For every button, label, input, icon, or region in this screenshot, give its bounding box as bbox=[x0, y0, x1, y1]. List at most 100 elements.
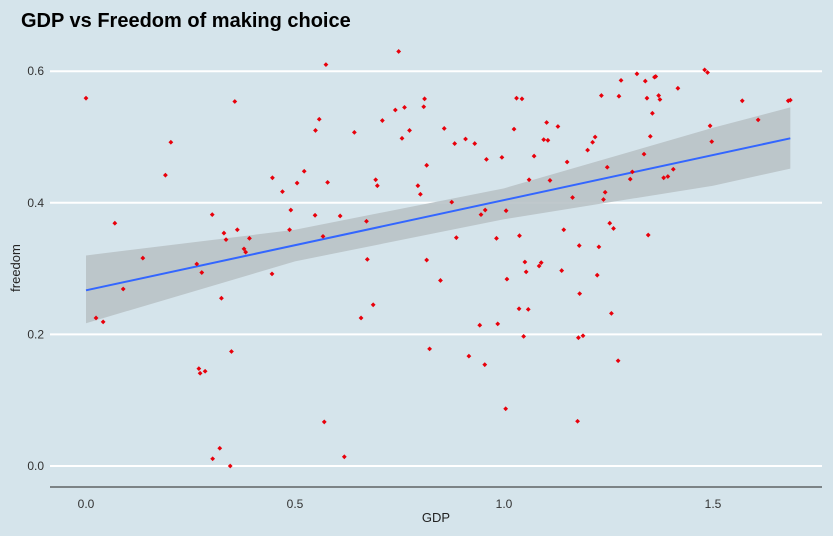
data-point bbox=[288, 207, 294, 213]
data-point bbox=[504, 276, 510, 282]
data-point bbox=[93, 315, 99, 321]
data-point bbox=[555, 124, 561, 129]
data-point bbox=[503, 406, 509, 412]
data-point bbox=[421, 104, 427, 110]
data-point bbox=[232, 99, 238, 104]
data-point bbox=[270, 175, 275, 181]
x-axis-label: GDP bbox=[422, 510, 450, 525]
data-point bbox=[472, 141, 478, 146]
data-point bbox=[313, 128, 318, 133]
data-point bbox=[269, 271, 275, 277]
data-point bbox=[482, 362, 488, 368]
data-point bbox=[316, 116, 322, 122]
data-point bbox=[364, 256, 370, 262]
data-point bbox=[341, 454, 347, 460]
data-point bbox=[243, 249, 249, 255]
chart-title: GDP vs Freedom of making choice bbox=[21, 10, 351, 32]
data-point bbox=[525, 306, 531, 312]
data-point bbox=[702, 67, 708, 73]
data-point bbox=[402, 104, 407, 110]
data-point bbox=[644, 95, 650, 101]
data-point bbox=[521, 333, 527, 339]
data-point bbox=[592, 134, 598, 140]
data-point bbox=[516, 306, 522, 312]
data-point bbox=[522, 259, 528, 265]
data-point bbox=[221, 230, 227, 236]
data-point bbox=[594, 272, 600, 278]
x-tick-labels: 0.0 0.5 1.0 1.5 bbox=[78, 497, 722, 511]
data-point bbox=[526, 177, 532, 183]
data-point bbox=[100, 319, 106, 325]
data-point bbox=[604, 164, 610, 170]
data-point bbox=[629, 169, 635, 175]
data-point bbox=[517, 233, 522, 239]
data-point bbox=[602, 189, 608, 195]
data-point bbox=[168, 139, 174, 145]
data-point bbox=[482, 207, 488, 213]
data-point bbox=[280, 189, 285, 195]
data-point bbox=[325, 180, 331, 185]
data-point bbox=[649, 110, 655, 116]
data-point bbox=[705, 70, 710, 75]
data-point bbox=[399, 135, 405, 141]
data-point bbox=[615, 358, 621, 364]
data-point bbox=[466, 353, 472, 359]
data-point bbox=[83, 95, 89, 101]
data-point bbox=[601, 197, 606, 202]
data-point bbox=[627, 176, 633, 182]
data-point bbox=[541, 137, 547, 143]
data-point bbox=[547, 178, 553, 183]
data-point bbox=[523, 269, 529, 275]
data-point bbox=[112, 220, 118, 226]
data-point bbox=[478, 212, 484, 218]
data-point bbox=[379, 118, 385, 123]
data-point bbox=[427, 346, 432, 352]
data-point bbox=[323, 62, 329, 68]
x-tick-label: 0.0 bbox=[78, 497, 95, 511]
data-point bbox=[217, 445, 223, 451]
data-point bbox=[661, 175, 667, 181]
data-point bbox=[452, 141, 458, 146]
data-point bbox=[596, 244, 602, 250]
data-point bbox=[576, 335, 581, 341]
data-point bbox=[611, 226, 616, 231]
data-point bbox=[422, 96, 427, 102]
y-tick-label: 0.6 bbox=[27, 64, 44, 78]
data-point bbox=[598, 93, 604, 98]
y-axis-label: freedom bbox=[8, 244, 23, 292]
data-point bbox=[657, 97, 663, 102]
data-point bbox=[438, 278, 443, 283]
points-layer bbox=[83, 49, 793, 469]
data-point bbox=[241, 246, 247, 252]
x-tick-label: 0.5 bbox=[287, 497, 304, 511]
data-point bbox=[320, 233, 326, 239]
fit-line bbox=[85, 137, 791, 292]
data-point bbox=[396, 49, 402, 54]
data-point bbox=[477, 322, 483, 328]
data-point bbox=[374, 183, 380, 189]
data-point bbox=[503, 208, 509, 214]
data-point bbox=[514, 95, 519, 101]
data-point bbox=[234, 227, 240, 233]
data-point bbox=[590, 139, 596, 145]
data-point bbox=[247, 235, 252, 241]
data-point bbox=[364, 218, 369, 224]
data-point bbox=[441, 126, 447, 131]
data-point bbox=[163, 172, 168, 178]
data-point bbox=[642, 78, 648, 84]
y-tick-labels: 0.0 0.2 0.4 0.6 bbox=[27, 64, 44, 473]
data-point bbox=[641, 151, 647, 157]
data-point bbox=[196, 366, 202, 372]
data-point bbox=[312, 212, 318, 218]
data-point bbox=[531, 153, 537, 159]
data-point bbox=[511, 126, 517, 132]
data-point bbox=[219, 295, 224, 301]
data-point bbox=[202, 368, 208, 374]
data-point bbox=[645, 232, 651, 238]
data-point bbox=[337, 213, 343, 219]
data-point bbox=[494, 235, 499, 241]
y-tick-label: 0.4 bbox=[27, 196, 44, 210]
data-point bbox=[616, 93, 622, 99]
data-point bbox=[453, 235, 459, 241]
data-point bbox=[120, 286, 126, 292]
